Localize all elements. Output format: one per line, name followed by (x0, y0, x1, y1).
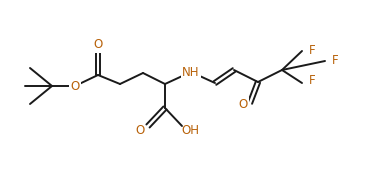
Text: F: F (332, 54, 338, 67)
Text: F: F (309, 45, 315, 57)
Text: OH: OH (181, 125, 199, 138)
Text: O: O (238, 99, 248, 112)
Text: O: O (70, 79, 80, 92)
Text: O: O (93, 39, 103, 52)
Text: NH: NH (182, 66, 200, 79)
Text: F: F (309, 74, 315, 87)
Text: O: O (135, 125, 145, 138)
